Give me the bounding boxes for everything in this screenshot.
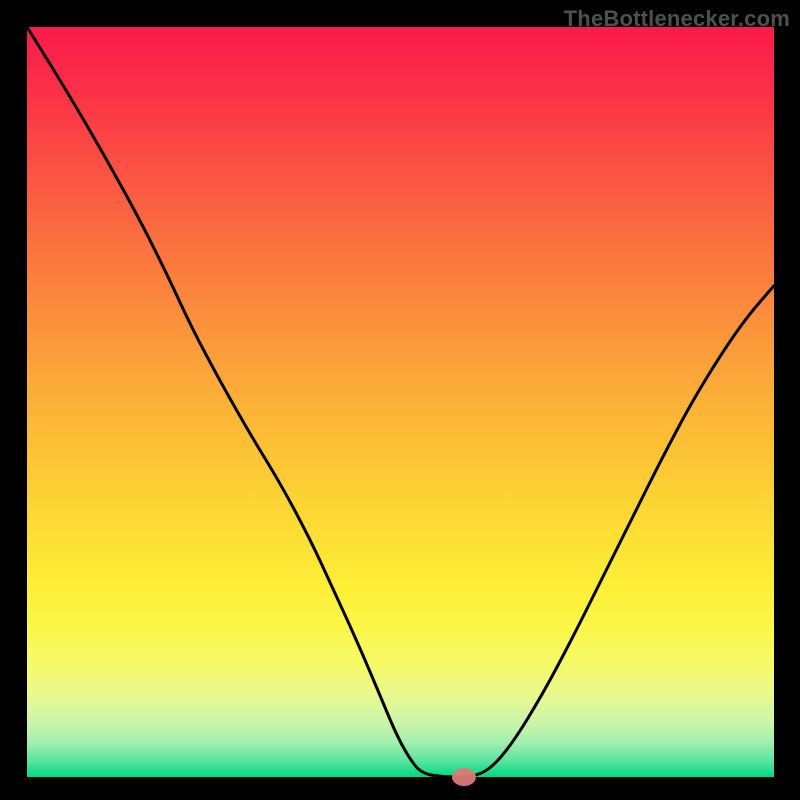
optimum-marker bbox=[452, 768, 476, 786]
watermark-text: TheBottlenecker.com bbox=[564, 6, 790, 32]
chart-container: TheBottlenecker.com bbox=[0, 0, 800, 800]
plot-background bbox=[27, 27, 774, 777]
bottleneck-chart bbox=[0, 0, 800, 800]
